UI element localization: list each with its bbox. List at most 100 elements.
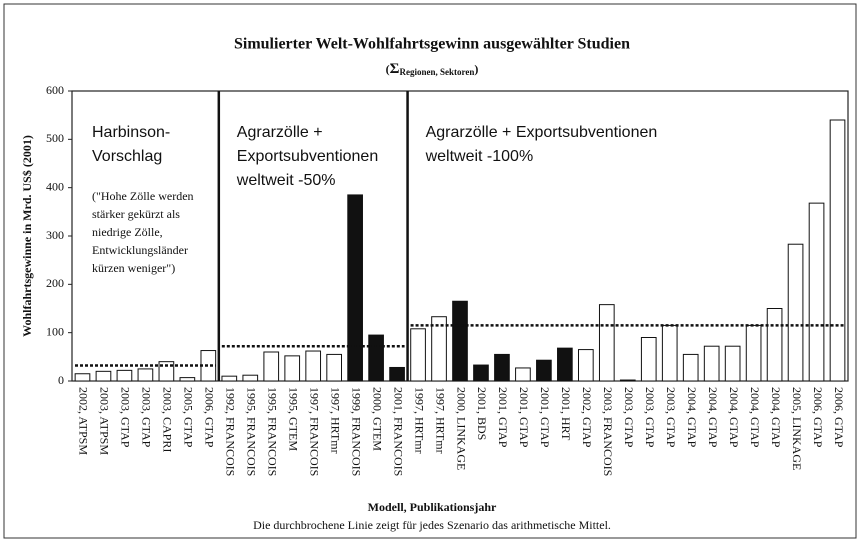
x-tick-label: 2001, GTAP bbox=[517, 387, 531, 448]
bar bbox=[515, 367, 531, 382]
subtitle-close: ) bbox=[474, 62, 478, 76]
x-tick-label: 1999, FRANCOIS bbox=[349, 387, 363, 476]
x-tick-label: 2003, CAPRI bbox=[161, 387, 175, 452]
bar bbox=[263, 351, 280, 382]
y-axis-label: Wohlfahrtsgewinne in Mrd. US$ (2001) bbox=[20, 135, 34, 337]
x-tick-label: 2003, FRANCOIS bbox=[601, 387, 615, 476]
bar bbox=[494, 353, 510, 382]
bar bbox=[242, 374, 259, 382]
bar bbox=[766, 308, 783, 382]
x-tick-label: 2004, GTAP bbox=[685, 387, 699, 448]
x-tick-label: 2004, GTAP bbox=[748, 387, 762, 448]
bar bbox=[452, 300, 468, 382]
y-tick-label: 200 bbox=[46, 276, 64, 290]
bar bbox=[703, 345, 720, 382]
x-tick-label: 2003, ATPSM bbox=[98, 387, 112, 455]
region-label: weltweit -100% bbox=[425, 148, 534, 165]
subtitle-sub: Regionen, Sektoren bbox=[399, 67, 474, 77]
chart-title: Simulierter Welt-Wohlfahrtsgewinn ausgew… bbox=[234, 36, 630, 53]
x-tick-label: 2003, GTAP bbox=[622, 387, 636, 448]
x-tick-label: 1995, FRANCOIS bbox=[265, 387, 279, 476]
x-tick-label: 2002, ATPSM bbox=[77, 387, 91, 455]
region-note: Entwicklungsländer bbox=[92, 243, 188, 257]
bar bbox=[326, 353, 343, 382]
bar bbox=[95, 370, 112, 382]
x-tick-label: 2004, GTAP bbox=[706, 387, 720, 448]
region-note: kürzen weniger") bbox=[92, 261, 175, 275]
bar bbox=[661, 324, 678, 382]
x-tick-label: 2004, GTAP bbox=[769, 387, 783, 448]
bar bbox=[305, 350, 322, 382]
x-tick-label: 2000, LINKAGE bbox=[454, 387, 468, 470]
x-tick-label: 1997, HRTmr bbox=[412, 387, 426, 454]
bar bbox=[473, 364, 489, 382]
x-tick-label: 2001, BDS bbox=[475, 387, 489, 440]
bar bbox=[808, 202, 825, 382]
region-label: Exportsubventionen bbox=[237, 148, 378, 165]
bar bbox=[347, 194, 363, 382]
footnote: Die durchbrochene Linie zeigt für jedes … bbox=[253, 518, 611, 532]
bar bbox=[682, 353, 699, 382]
region-label: Agrarzölle + bbox=[237, 124, 323, 141]
bar bbox=[557, 347, 573, 382]
x-tick-label: 2001, FRANCOIS bbox=[391, 387, 405, 476]
y-tick-label: 300 bbox=[46, 228, 64, 242]
bar bbox=[368, 334, 384, 382]
bar bbox=[598, 304, 615, 382]
region-note: stärker gekürzt als bbox=[92, 207, 180, 221]
bar bbox=[536, 359, 552, 382]
region-label: Vorschlag bbox=[92, 148, 162, 165]
bar bbox=[116, 369, 133, 382]
x-tick-label: 1997, FRANCOIS bbox=[307, 387, 321, 476]
y-tick-label: 600 bbox=[46, 83, 64, 97]
y-tick-label: 500 bbox=[46, 131, 64, 145]
x-tick-label: 2003, GTAP bbox=[140, 387, 154, 448]
x-tick-label: 1992, FRANCOIS bbox=[224, 387, 238, 476]
bar bbox=[389, 366, 405, 382]
bar bbox=[74, 373, 91, 382]
x-tick-label: 2006, GTAP bbox=[203, 387, 217, 448]
x-tick-label: 2003, GTAP bbox=[664, 387, 678, 448]
region-note: ("Hohe Zölle werden bbox=[92, 189, 194, 203]
x-tick-label: 2005, GTAP bbox=[182, 387, 196, 448]
bar bbox=[284, 355, 301, 382]
y-tick-label: 400 bbox=[46, 179, 64, 193]
bar bbox=[829, 119, 846, 382]
chart-subtitle: (ΣRegionen, Sektoren) bbox=[386, 61, 479, 77]
y-tick-label: 100 bbox=[46, 324, 64, 338]
subtitle-open: ( bbox=[386, 62, 390, 76]
x-tick-label: 1997, HRTmr bbox=[328, 387, 342, 454]
x-tick-label: 2003, GTAP bbox=[643, 387, 657, 448]
x-tick-label: 2001, GTAP bbox=[496, 387, 510, 448]
x-tick-label: 2000, GTEM bbox=[370, 387, 384, 451]
bar bbox=[724, 345, 741, 382]
region-note: niedrige Zölle, bbox=[92, 225, 163, 239]
bar bbox=[640, 337, 657, 382]
bar bbox=[619, 379, 636, 382]
bar bbox=[137, 368, 154, 382]
bar bbox=[179, 377, 196, 382]
bar bbox=[410, 328, 426, 382]
x-tick-label: 2004, GTAP bbox=[727, 387, 741, 448]
bar bbox=[787, 243, 804, 382]
bar bbox=[200, 350, 217, 382]
region-label: Agrarzölle + Exportsubventionen bbox=[426, 124, 658, 141]
bar bbox=[577, 349, 594, 382]
bar bbox=[221, 375, 238, 382]
region-label: Harbinson- bbox=[92, 124, 170, 141]
x-tick-label: 2006, GTAP bbox=[832, 387, 846, 448]
bar bbox=[745, 324, 762, 382]
x-tick-label: 1995, GTEM bbox=[286, 387, 300, 451]
x-tick-label: 2002, GTAP bbox=[580, 387, 594, 448]
region-label: weltweit -50% bbox=[236, 172, 336, 189]
x-tick-label: 2005, LINKAGE bbox=[790, 387, 804, 470]
subtitle-symbol: Σ bbox=[390, 61, 400, 77]
x-tick-label: 2001, GTAP bbox=[538, 387, 552, 448]
x-tick-label: 2001, HRT bbox=[559, 387, 573, 441]
y-tick-label: 0 bbox=[58, 373, 64, 387]
x-tick-label: 1995, FRANCOIS bbox=[245, 387, 259, 476]
bar bbox=[431, 316, 447, 382]
x-tick-label: 2003, GTAP bbox=[119, 387, 133, 448]
